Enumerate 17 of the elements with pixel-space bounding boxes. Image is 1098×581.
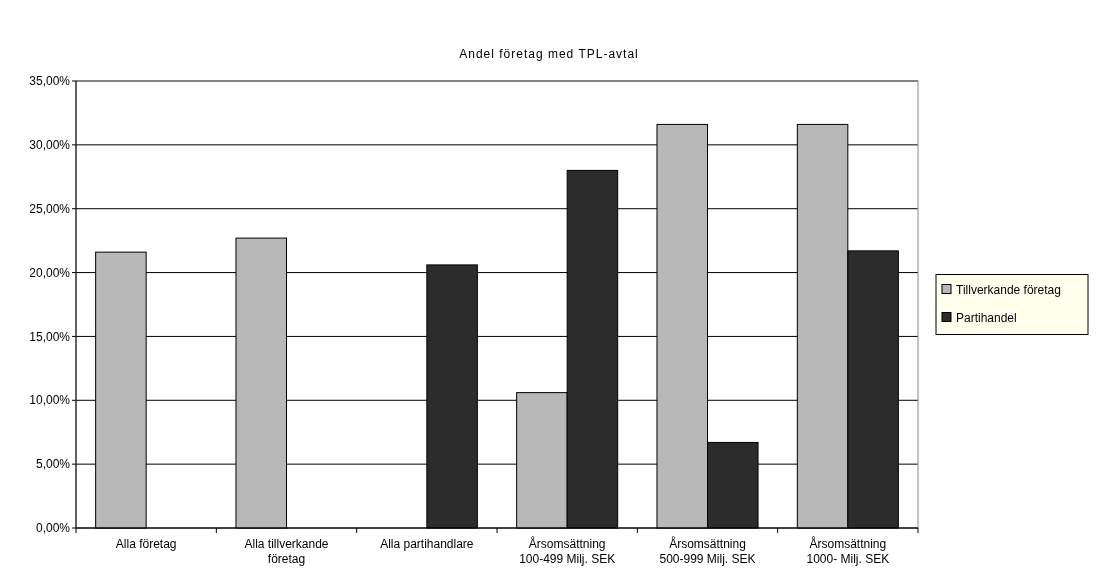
x-tick-label: Årsomsättning 500-999 Milj. SEK xyxy=(659,536,756,566)
x-tick-label: Årsomsättning 1000- Milj. SEK xyxy=(806,536,890,566)
x-tick-label: Årsomsättning 100-499 Milj. SEK xyxy=(519,536,616,566)
legend-label: Tillverkande företag xyxy=(956,282,1061,297)
y-tick-label: 30,00% xyxy=(29,138,71,153)
x-tick-label: Alla partihandlare xyxy=(380,537,474,551)
y-tick-label: 5,00% xyxy=(35,457,71,472)
chart-title: Andel företag med TPL-avtal xyxy=(459,47,639,61)
y-tick-label: 20,00% xyxy=(29,265,71,280)
y-tick-label: 15,00% xyxy=(29,329,71,344)
y-tick-label: 35,00% xyxy=(29,74,71,89)
y-tick-label: 0,00% xyxy=(35,521,71,536)
x-tick-label: Alla företag xyxy=(115,537,177,551)
y-tick-label: 10,00% xyxy=(29,393,71,408)
y-tick-label: 25,00% xyxy=(29,201,71,216)
x-tick-label: Alla tillverkande företag xyxy=(244,537,329,566)
legend-label: Partihandel xyxy=(956,310,1017,325)
